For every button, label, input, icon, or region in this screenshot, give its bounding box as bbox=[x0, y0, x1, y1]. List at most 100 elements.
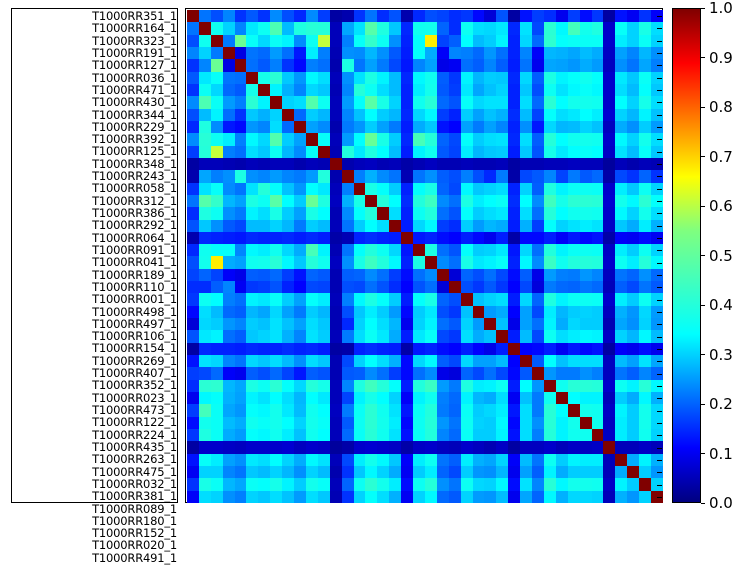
heatmap-cell bbox=[377, 256, 390, 269]
heatmap-cell bbox=[246, 305, 259, 319]
heatmap-cell bbox=[198, 133, 211, 146]
heatmap-cell bbox=[543, 108, 556, 121]
heatmap-cell bbox=[353, 404, 366, 417]
heatmap-cell bbox=[603, 416, 616, 430]
heatmap-cell bbox=[270, 96, 283, 109]
heatmap-cell bbox=[615, 219, 628, 232]
heatmap-cell bbox=[377, 120, 390, 134]
heatmap-cell bbox=[258, 194, 271, 208]
heatmap-cell bbox=[603, 355, 616, 368]
heatmap-cell bbox=[591, 478, 604, 491]
heatmap-cell bbox=[460, 170, 473, 183]
heatmap-cell bbox=[246, 157, 259, 171]
heatmap-cell bbox=[187, 367, 199, 380]
heatmap-cell bbox=[377, 404, 390, 417]
heatmap-cell bbox=[246, 256, 259, 269]
heatmap-cell bbox=[305, 207, 318, 220]
heatmap-cell bbox=[424, 330, 437, 343]
heatmap-cell bbox=[401, 268, 414, 282]
heatmap-cell bbox=[520, 83, 533, 97]
heatmap-cell bbox=[305, 318, 318, 331]
heatmap-cell bbox=[591, 268, 604, 282]
heatmap-cell bbox=[508, 441, 521, 454]
heatmap-cell bbox=[651, 10, 663, 23]
heatmap-cell bbox=[603, 281, 616, 294]
heatmap-cell bbox=[413, 281, 425, 294]
heatmap-cell bbox=[198, 416, 211, 430]
heatmap-cell bbox=[615, 34, 628, 47]
heatmap-cell bbox=[436, 429, 449, 442]
heatmap-cell bbox=[567, 318, 580, 331]
heatmap-cell bbox=[341, 318, 354, 331]
heatmap-cell bbox=[460, 22, 473, 35]
heatmap-cell bbox=[496, 281, 509, 294]
heatmap-cell bbox=[508, 318, 521, 331]
heatmap-cell bbox=[317, 194, 330, 208]
heatmap-cell bbox=[639, 46, 652, 60]
heatmap-cell bbox=[413, 83, 425, 97]
heatmap-cell bbox=[413, 182, 425, 195]
heatmap-cell bbox=[543, 305, 556, 319]
heatmap-cell bbox=[317, 441, 330, 454]
heatmap-cell bbox=[460, 10, 473, 23]
heatmap-cell bbox=[329, 441, 342, 454]
heatmap-cell bbox=[496, 305, 509, 319]
heatmap-cell bbox=[413, 170, 425, 183]
heatmap-cell bbox=[377, 392, 390, 405]
heatmap-cell bbox=[484, 244, 497, 257]
heatmap-cell bbox=[210, 22, 223, 35]
heatmap-cell bbox=[187, 170, 199, 183]
heatmap-cell bbox=[210, 10, 223, 23]
heatmap-cell bbox=[258, 490, 271, 503]
heatmap-cell bbox=[484, 219, 497, 232]
heatmap-cell bbox=[532, 379, 544, 393]
heatmap-cell bbox=[543, 416, 556, 430]
heatmap-cell bbox=[282, 318, 295, 331]
heatmap-cell bbox=[627, 182, 640, 195]
heatmap-cell bbox=[496, 34, 509, 47]
heatmap-cell bbox=[603, 453, 616, 467]
heatmap-cell bbox=[579, 244, 592, 257]
heatmap-cell bbox=[377, 330, 390, 343]
heatmap-cell bbox=[341, 182, 354, 195]
row-tick-mark bbox=[657, 109, 662, 121]
heatmap-cell bbox=[627, 355, 640, 368]
heatmap-cell bbox=[591, 490, 604, 503]
heatmap-cell bbox=[567, 367, 580, 380]
heatmap-cell bbox=[567, 268, 580, 282]
heatmap-cell bbox=[651, 182, 663, 195]
heatmap-cell bbox=[639, 120, 652, 134]
heatmap-cell bbox=[258, 157, 271, 171]
heatmap-cell bbox=[258, 96, 271, 109]
heatmap-cell bbox=[341, 342, 354, 356]
heatmap-cell bbox=[210, 305, 223, 319]
heatmap-cell bbox=[222, 219, 235, 232]
heatmap-cell bbox=[294, 293, 306, 306]
heatmap-cell bbox=[329, 207, 342, 220]
heatmap-cell bbox=[365, 22, 378, 35]
heatmap-cell bbox=[651, 207, 663, 220]
heatmap-cell bbox=[567, 244, 580, 257]
heatmap-cell bbox=[591, 120, 604, 134]
heatmap-cell bbox=[222, 355, 235, 368]
heatmap-cell bbox=[448, 305, 461, 319]
heatmap-cell bbox=[222, 157, 235, 171]
heatmap-cell bbox=[627, 133, 640, 146]
heatmap-cell bbox=[270, 441, 283, 454]
heatmap-cell bbox=[282, 256, 295, 269]
heatmap-cell bbox=[222, 256, 235, 269]
heatmap-cell bbox=[424, 83, 437, 97]
heatmap-cell bbox=[651, 71, 663, 84]
heatmap-cell bbox=[246, 182, 259, 195]
heatmap-cell bbox=[460, 244, 473, 257]
heatmap-grid[interactable] bbox=[187, 10, 663, 503]
heatmap-cell bbox=[436, 281, 449, 294]
heatmap-cell bbox=[341, 416, 354, 430]
row-tick-mark bbox=[657, 281, 662, 293]
heatmap-cell bbox=[567, 478, 580, 491]
heatmap-axes[interactable] bbox=[185, 8, 663, 503]
heatmap-cell bbox=[436, 256, 449, 269]
heatmap-cell bbox=[389, 83, 402, 97]
heatmap-cell bbox=[472, 170, 485, 183]
heatmap-cell bbox=[198, 120, 211, 134]
